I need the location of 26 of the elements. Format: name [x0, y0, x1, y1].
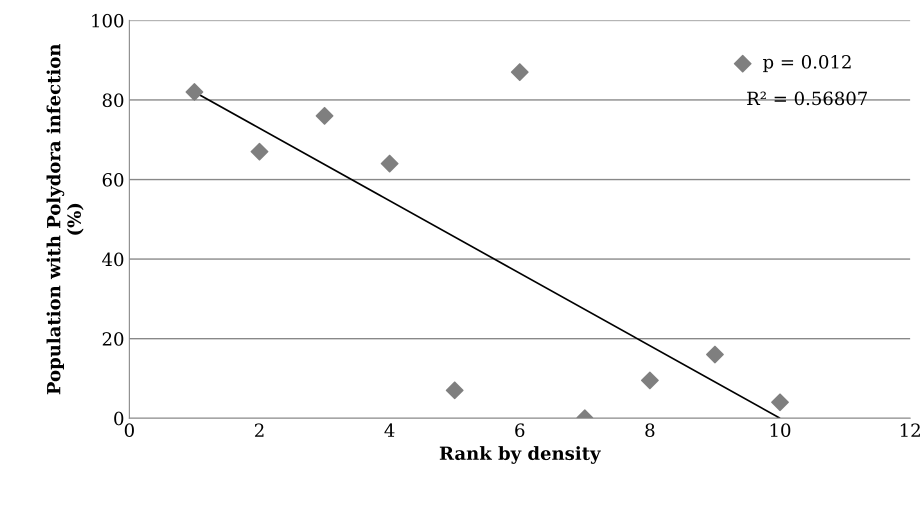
point — [380, 154, 399, 173]
point — [250, 142, 268, 161]
point — [510, 63, 529, 82]
x-tick-label: 4 — [384, 423, 394, 437]
y-tick-label: 80 — [102, 93, 124, 108]
point — [706, 346, 724, 364]
x-axis-title: Rank by density — [440, 446, 601, 464]
x-tick-label: 10 — [770, 423, 790, 438]
y-tick-label: 60 — [102, 172, 124, 187]
point — [771, 393, 789, 412]
annotation: R² = 0.56807 — [747, 92, 867, 106]
y-tick-label: 40 — [102, 252, 124, 266]
x-tick-label: 8 — [645, 423, 654, 438]
point — [186, 83, 204, 101]
point — [316, 106, 334, 125]
point — [446, 381, 464, 400]
point — [640, 371, 659, 390]
x-tick-label: 12 — [900, 423, 920, 437]
x-tick-label: 0 — [124, 423, 134, 438]
x-tick-label: 2 — [254, 423, 264, 437]
y-tick-label: 100 — [92, 14, 124, 28]
y-tick-label: 20 — [102, 332, 124, 346]
y-tick-label: 0 — [114, 412, 124, 426]
legend-label: p = 0.012 — [763, 55, 851, 72]
y-axis-title: Population with Polydora infection (%) — [46, 44, 84, 394]
x-tick-label: 6 — [515, 423, 524, 438]
